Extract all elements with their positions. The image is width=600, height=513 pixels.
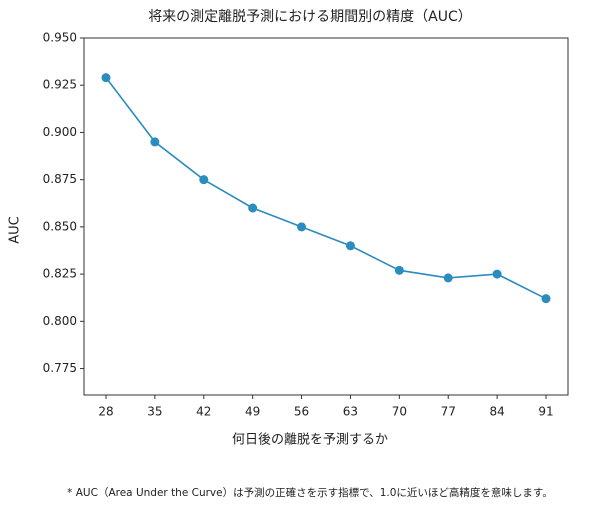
data-point bbox=[297, 222, 307, 232]
y-tick-label: 0.950 bbox=[43, 31, 77, 45]
y-tick-label: 0.925 bbox=[43, 78, 77, 92]
x-tick-label: 56 bbox=[294, 405, 309, 419]
x-tick-label: 63 bbox=[343, 405, 358, 419]
y-tick-label: 0.875 bbox=[43, 172, 77, 186]
x-tick-label: 49 bbox=[245, 405, 260, 419]
y-tick-label: 0.850 bbox=[43, 219, 77, 233]
y-axis-label: AUC bbox=[8, 216, 23, 244]
data-point bbox=[443, 273, 453, 283]
data-line bbox=[105, 77, 547, 300]
chart-title: 将来の測定離脱予測における期間別の精度（AUC） bbox=[148, 8, 472, 25]
data-point bbox=[394, 265, 404, 275]
data-point bbox=[345, 241, 355, 251]
data-point bbox=[248, 203, 258, 213]
x-tick-label: 35 bbox=[147, 405, 162, 419]
x-tick-label: 42 bbox=[196, 405, 211, 419]
y-tick-label: 0.800 bbox=[43, 314, 77, 328]
x-axis-label: 何日後の離脱を予測するか bbox=[232, 432, 388, 448]
y-tick-label: 0.825 bbox=[43, 267, 77, 281]
x-tick-label: 77 bbox=[441, 405, 456, 419]
data-point bbox=[150, 137, 160, 147]
y-tick-label: 0.775 bbox=[43, 361, 77, 375]
y-tick-label: 0.900 bbox=[43, 125, 77, 139]
x-tick-label: 28 bbox=[98, 405, 113, 419]
plot-frame bbox=[83, 37, 569, 396]
data-point bbox=[101, 73, 111, 83]
x-tick-label: 70 bbox=[392, 405, 407, 419]
footnote: * AUC（Area Under the Curve）は予測の正確さを示す指標で… bbox=[67, 486, 553, 499]
x-tick-label: 84 bbox=[489, 405, 504, 419]
data-point bbox=[541, 294, 551, 304]
data-point bbox=[492, 269, 502, 279]
x-tick-label: 91 bbox=[538, 405, 553, 419]
data-point bbox=[199, 175, 209, 185]
